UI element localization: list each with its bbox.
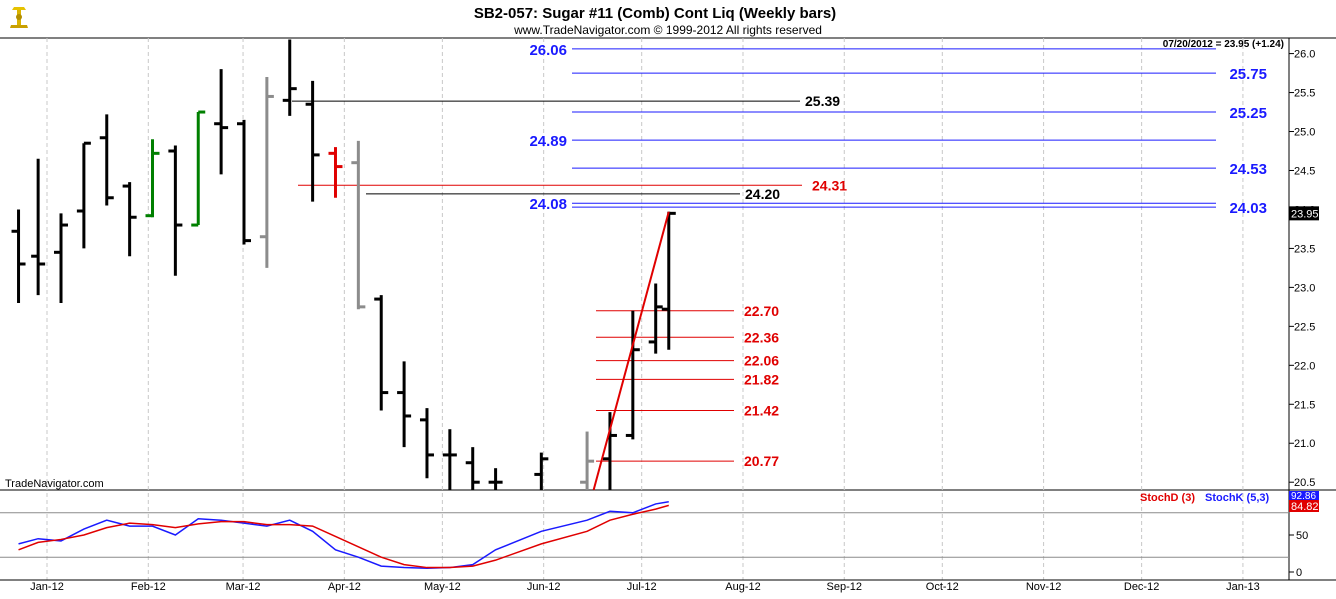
trendline-red <box>592 211 670 491</box>
watermark-text: TradeNavigator.com <box>5 478 104 490</box>
price-levels: 26.06 24.89 24.08 25.75 25.25 24.53 24.03 25.39… <box>292 42 1267 469</box>
price-bar <box>11 209 26 303</box>
level-label-red: 22.70 <box>744 303 779 319</box>
level-label-blue: 24.03 <box>1229 200 1267 217</box>
logo-icon <box>6 4 32 32</box>
price-bar <box>442 429 457 490</box>
price-bar <box>328 147 343 198</box>
level-label-blue: 26.06 <box>529 42 567 59</box>
price-bars <box>11 39 676 490</box>
price-bar <box>397 361 412 448</box>
x-tick-label: Mar-12 <box>226 581 261 593</box>
stoch-line-k <box>18 500 669 570</box>
price-bar <box>534 452 549 490</box>
stoch-legend-k: StochK (5,3) <box>1205 492 1270 504</box>
price-bar <box>54 213 69 303</box>
y-tick-label: 25.5 <box>1294 88 1315 100</box>
y-tick-label: 22.0 <box>1294 360 1315 372</box>
stoch-d-value: 84.82 <box>1291 501 1319 513</box>
level-label-red: 20.77 <box>744 453 779 469</box>
y-tick-label: 21.0 <box>1294 438 1315 450</box>
price-panel <box>0 38 1289 490</box>
y-tick-label: 20.5 <box>1294 477 1315 489</box>
stoch-d-value-box <box>1289 500 1319 512</box>
y-tick-label: 24.5 <box>1294 165 1315 177</box>
x-tick-label: May-12 <box>424 581 461 593</box>
price-bar <box>145 139 160 218</box>
price-bar <box>625 310 640 440</box>
stoch-k-value: 92.86 <box>1291 491 1316 502</box>
price-bar <box>374 295 389 411</box>
price-bar <box>99 114 114 206</box>
grid <box>46 38 1244 580</box>
level-label-black: 24.20 <box>745 186 780 202</box>
price-bar <box>76 141 91 249</box>
level-label-red: 21.82 <box>744 371 779 387</box>
level-label-black: 25.39 <box>805 93 840 109</box>
level-label-red: 22.06 <box>744 353 779 369</box>
current-price-label: 23.95 <box>1291 208 1319 220</box>
x-tick-label: Apr-12 <box>328 581 361 593</box>
x-tick-label: Dec-12 <box>1124 581 1159 593</box>
current-price-box <box>1289 206 1319 221</box>
price-bar <box>661 211 676 350</box>
level-label-blue: 24.89 <box>529 133 567 150</box>
price-bar <box>259 76 274 268</box>
x-tick-label: Jan-12 <box>30 581 64 593</box>
price-bar <box>31 158 46 296</box>
y-tick-label: 22.5 <box>1294 321 1315 333</box>
x-tick-label: Aug-12 <box>725 581 760 593</box>
trendline <box>592 211 670 491</box>
y-tick-label: 23.0 <box>1294 282 1315 294</box>
price-bar <box>488 468 503 490</box>
level-label-blue: 24.08 <box>529 196 567 213</box>
level-label-red: 21.42 <box>744 403 779 419</box>
price-bar <box>214 69 229 175</box>
level-label-red: 24.31 <box>812 177 847 193</box>
price-bar <box>419 408 434 479</box>
level-label-blue: 24.53 <box>1229 161 1267 178</box>
stoch-y-label: 50 <box>1296 530 1308 542</box>
level-label-blue: 25.25 <box>1229 105 1267 122</box>
x-tick-label: Oct-12 <box>926 581 959 593</box>
chart-title: SB2-057: Sugar #11 (Comb) Cont Liq (Week… <box>474 5 836 22</box>
price-bar <box>122 182 137 257</box>
price-axis: 20.521.021.522.022.523.023.524.024.525.0… <box>1289 49 1319 489</box>
price-bar <box>602 412 617 490</box>
price-bar <box>282 39 297 116</box>
y-tick-label: 25.0 <box>1294 127 1315 139</box>
x-tick-label: Feb-12 <box>131 581 166 593</box>
last-quote-text: 07/20/2012 = 23.95 (+1.24) <box>1163 39 1284 50</box>
price-bar <box>465 447 480 490</box>
x-tick-label: Jun-12 <box>527 581 561 593</box>
stoch-y-label: 0 <box>1296 567 1302 579</box>
stoch-line-d <box>18 504 669 569</box>
y-tick-label: 21.5 <box>1294 399 1315 411</box>
price-bar <box>191 110 206 227</box>
x-tick-label: Jan-13 <box>1226 581 1260 593</box>
stoch-k-value-box <box>1289 491 1319 500</box>
x-tick-label: Nov-12 <box>1026 581 1061 593</box>
price-bar <box>168 145 183 276</box>
copyright-text: www.TradeNavigator.com © 1999-2012 All r… <box>513 23 822 37</box>
date-axis: Jan-12 Feb-12 Mar-12 Apr-12 May-12 Jun-12 Jul-… <box>0 579 1336 593</box>
y-tick-label: 26.0 <box>1294 49 1315 61</box>
price-bar <box>580 431 595 490</box>
price-bar <box>648 283 663 354</box>
level-label-blue: 25.75 <box>1229 66 1267 83</box>
y-tick-label: 23.5 <box>1294 243 1315 255</box>
stoch-legend-d: StochD (3) <box>1140 492 1195 504</box>
x-tick-label: Jul-12 <box>627 581 657 593</box>
x-tick-label: Sep-12 <box>827 581 862 593</box>
price-bar <box>305 80 320 202</box>
level-label-red: 22.36 <box>744 329 779 345</box>
price-bar <box>351 140 366 310</box>
price-bar <box>236 119 251 245</box>
